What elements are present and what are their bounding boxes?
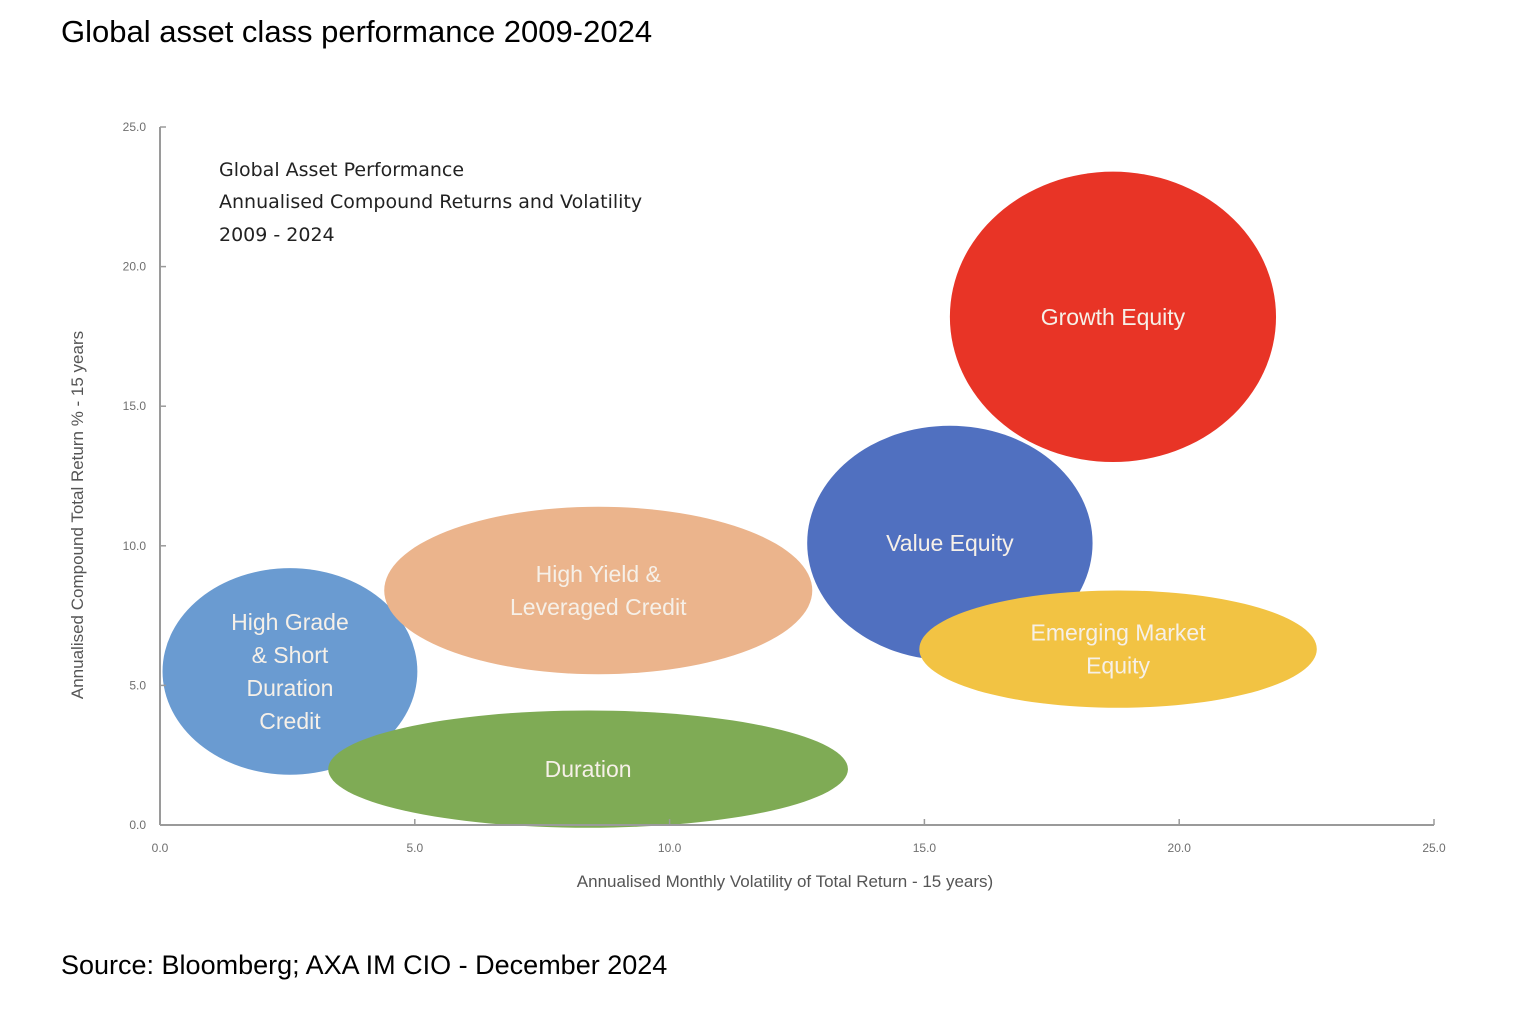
x-tick-label: 0.0 [152,841,169,855]
y-tick-label: 25.0 [123,120,147,134]
x-axis-title: Annualised Monthly Volatility of Total R… [577,872,993,891]
page-title: Global asset class performance 2009-2024 [61,14,653,49]
bubble-shape-growth-equity [949,171,1277,463]
bubble-label-growth-equity: Growth Equity [1041,304,1186,330]
y-tick-label: 0.0 [129,818,146,832]
x-tick-label: 10.0 [658,841,682,855]
bubble-label-high-yield-leveraged-credit: High Yield & [536,561,661,587]
bubble-label-value-equity: Value Equity [886,530,1014,556]
x-tick-label: 20.0 [1168,841,1192,855]
bubble-shape-high-yield-leveraged-credit [384,506,813,675]
bubble-shape-high-grade-short-duration-credit [162,568,418,775]
x-tick-label: 15.0 [913,841,937,855]
chart-title-line-2: Annualised Compound Returns and Volatili… [219,191,642,213]
x-tick-label: 5.0 [406,841,423,855]
axes-layer: 0.0 5.0 10.0 15.0 20.0 25.0 0.0 5.0 10.0 15.0 20.0… [123,120,1446,855]
bubble-growth-equity: Growth Equity [949,171,1277,463]
bubble-high-yield-leveraged-credit: High Yield & Leveraged Credit [384,506,813,675]
chart-title-line-1: Global Asset Performance [219,159,464,181]
y-tick-label: 20.0 [123,260,147,274]
bubble-label-high-grade-short-duration-credit: Duration [246,675,333,701]
y-tick-label: 10.0 [123,539,147,553]
chart-title-line-3: 2009 - 2024 [219,224,335,246]
y-tick-label: 5.0 [129,678,146,692]
bubble-label-emerging-market-equity: Emerging Market [1030,620,1206,646]
source-note: Source: Bloomberg; AXA IM CIO - December… [61,950,668,980]
bubble-label-high-grade-short-duration-credit: Credit [259,708,321,734]
bubble-label-high-grade-short-duration-credit: & Short [252,642,329,668]
bubble-high-grade-short-duration-credit: High Grade & Short Duration Credit [162,568,418,775]
bubble-shape-emerging-market-equity [919,590,1317,708]
y-tick-label: 15.0 [123,399,147,413]
bubble-emerging-market-equity: Emerging Market Equity [919,590,1317,708]
x-tick-label: 25.0 [1422,841,1446,855]
bubble-label-high-grade-short-duration-credit: High Grade [231,609,349,635]
bubble-label-emerging-market-equity: Equity [1086,653,1150,679]
y-axis-title: Annualised Compound Total Return % - 15 … [68,331,87,699]
bubbles-layer: High Grade& ShortDurationCreditDurationH… [162,171,1317,828]
bubble-label-high-yield-leveraged-credit: Leveraged Credit [510,594,687,620]
bubble-duration: Duration [328,710,848,828]
bubble-shape-duration [328,710,848,828]
bubble-label-duration: Duration [545,756,632,782]
